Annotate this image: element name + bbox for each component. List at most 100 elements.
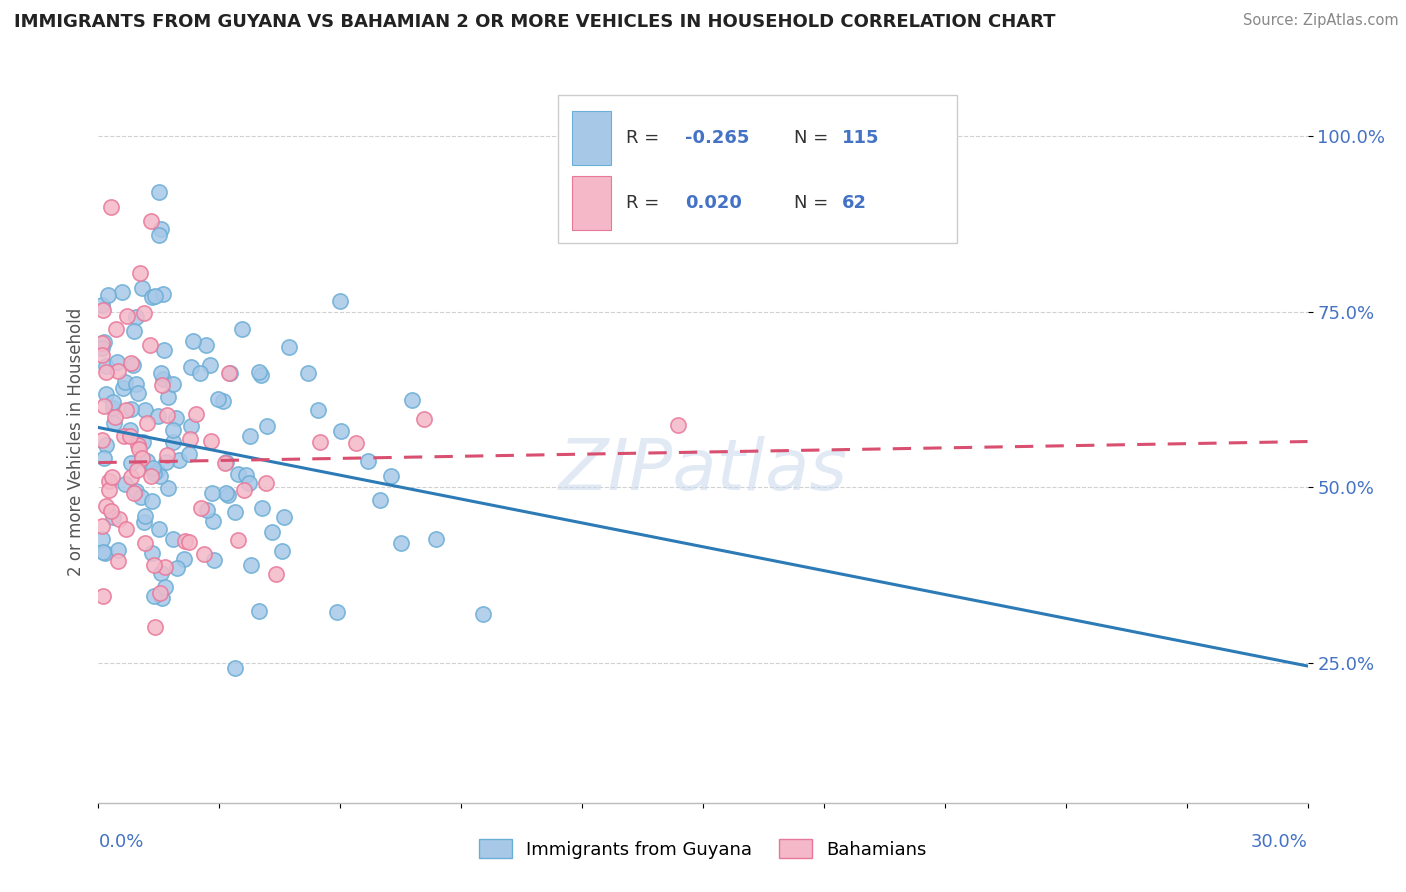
Point [93, 399, 115, 413]
Point [266, 566, 288, 581]
Point [165, 410, 187, 425]
Point [91, 532, 114, 546]
Text: 115: 115 [842, 129, 880, 147]
Point [120, 456, 142, 470]
Point [233, 483, 256, 497]
Point [94, 387, 117, 401]
Point [401, 393, 423, 408]
Point [129, 490, 152, 504]
Point [120, 356, 142, 370]
Point [425, 532, 447, 546]
Point [108, 512, 131, 526]
Point [201, 514, 224, 528]
Point [174, 534, 197, 549]
Point [157, 482, 180, 496]
Point [179, 432, 201, 446]
Point [273, 510, 295, 524]
Point [131, 451, 153, 466]
Point [127, 438, 149, 452]
Point [145, 464, 167, 478]
Point [142, 558, 165, 572]
Point [177, 534, 200, 549]
Text: 0.0%: 0.0% [98, 833, 143, 851]
Point [131, 280, 153, 294]
Point [149, 222, 172, 236]
Point [134, 536, 156, 550]
Point [104, 322, 127, 336]
Point [181, 334, 204, 348]
Y-axis label: 2 or more Vehicles in Household: 2 or more Vehicles in Household [66, 308, 84, 575]
Point [135, 416, 157, 430]
Point [128, 442, 150, 456]
Point [150, 378, 173, 392]
Point [148, 185, 170, 199]
Legend: Immigrants from Guyana, Bahamians: Immigrants from Guyana, Bahamians [472, 832, 934, 866]
Point [166, 561, 188, 575]
Point [177, 447, 200, 461]
Point [188, 366, 211, 380]
Point [180, 359, 202, 374]
Point [132, 435, 155, 450]
Point [357, 453, 380, 467]
Point [150, 566, 173, 581]
Point [184, 407, 207, 421]
Point [217, 488, 239, 502]
FancyBboxPatch shape [572, 176, 612, 230]
Point [124, 310, 146, 325]
Text: IMMIGRANTS FROM GUYANA VS BAHAMIAN 2 OR MORE VEHICLES IN HOUSEHOLD CORRELATION C: IMMIGRANTS FROM GUYANA VS BAHAMIAN 2 OR … [14, 13, 1056, 31]
Point [94, 499, 117, 513]
Point [198, 358, 221, 372]
Point [162, 434, 184, 449]
Point [96, 359, 118, 373]
Point [91, 336, 114, 351]
Text: ZIPatlas: ZIPatlas [558, 436, 848, 505]
Point [97, 483, 120, 497]
Point [107, 542, 129, 557]
Point [195, 502, 218, 516]
Text: 0.020: 0.020 [685, 194, 742, 212]
Point [239, 429, 262, 443]
Point [149, 585, 172, 599]
Text: -0.265: -0.265 [685, 129, 749, 147]
Point [201, 485, 224, 500]
Point [110, 285, 132, 300]
Point [256, 419, 278, 434]
Point [114, 375, 136, 389]
Point [134, 515, 156, 529]
Point [107, 364, 129, 378]
Point [143, 466, 166, 480]
Point [124, 377, 146, 392]
Point [103, 416, 125, 430]
Point [93, 334, 115, 349]
Point [101, 401, 124, 416]
Point [155, 580, 177, 594]
Point [307, 402, 329, 417]
Point [238, 475, 260, 490]
Point [142, 461, 165, 475]
Point [162, 423, 184, 437]
Point [326, 606, 349, 620]
Point [380, 469, 402, 483]
Point [134, 305, 156, 319]
Text: N =: N = [793, 129, 834, 147]
Point [91, 519, 114, 533]
FancyBboxPatch shape [558, 95, 957, 243]
Point [153, 343, 176, 357]
Point [150, 591, 173, 605]
Point [148, 522, 170, 536]
Text: R =: R = [626, 194, 665, 212]
Point [190, 501, 212, 516]
Point [134, 402, 156, 417]
Point [413, 411, 436, 425]
Text: R =: R = [626, 129, 665, 147]
Point [150, 366, 173, 380]
Point [471, 607, 494, 622]
Point [152, 372, 174, 386]
Point [128, 266, 150, 280]
Point [329, 425, 352, 439]
Point [157, 391, 180, 405]
Point [260, 524, 283, 539]
Point [143, 288, 166, 302]
Point [91, 341, 114, 355]
Point [134, 509, 156, 524]
